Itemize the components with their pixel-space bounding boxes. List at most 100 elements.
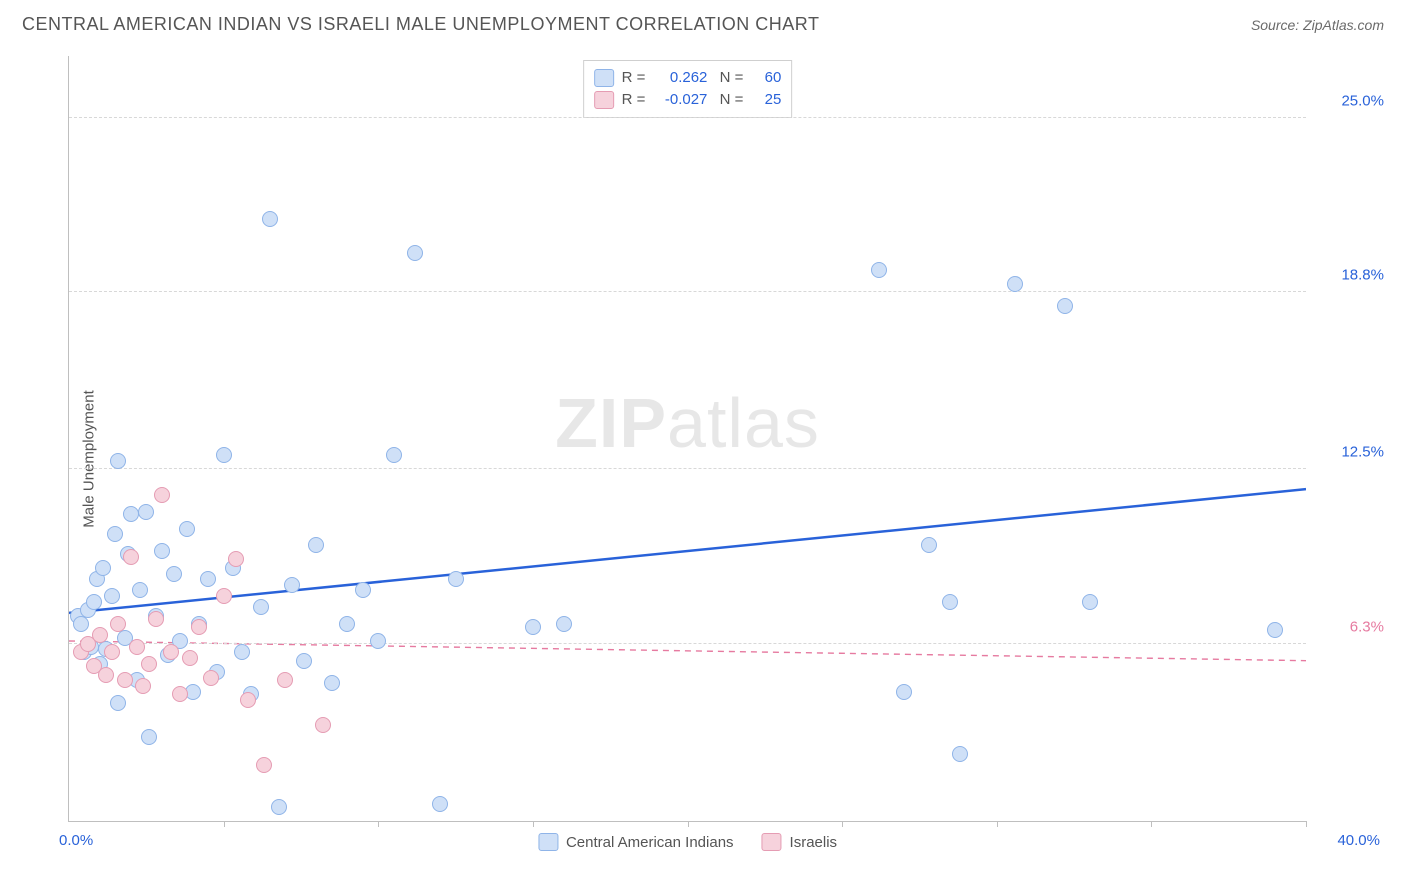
scatter-point-cai xyxy=(107,526,123,542)
gridline xyxy=(69,117,1306,118)
scatter-point-cai xyxy=(179,521,195,537)
legend-item: Central American Indians xyxy=(538,833,734,851)
scatter-point-cai xyxy=(308,537,324,553)
series-legend: Central American Indians Israelis xyxy=(538,833,837,851)
scatter-point-cai xyxy=(324,675,340,691)
y-tick-label: 18.8% xyxy=(1314,267,1384,284)
scatter-point-cai xyxy=(216,447,232,463)
scatter-point-cai xyxy=(1267,622,1283,638)
chart-header: CENTRAL AMERICAN INDIAN VS ISRAELI MALE … xyxy=(0,0,1406,43)
scatter-point-isr xyxy=(92,627,108,643)
scatter-point-isr xyxy=(135,678,151,694)
legend-swatch xyxy=(762,833,782,851)
trend-lines xyxy=(69,56,1306,821)
legend-item: Israelis xyxy=(762,833,838,851)
legend-swatch-isr xyxy=(594,91,614,109)
scatter-point-cai xyxy=(296,653,312,669)
scatter-point-cai xyxy=(386,447,402,463)
scatter-point-isr xyxy=(104,644,120,660)
scatter-point-cai xyxy=(525,619,541,635)
scatter-point-isr xyxy=(154,487,170,503)
scatter-point-isr xyxy=(129,639,145,655)
scatter-point-isr xyxy=(98,667,114,683)
scatter-point-isr xyxy=(191,619,207,635)
x-tick xyxy=(688,821,689,827)
scatter-point-cai xyxy=(234,644,250,660)
trend-line-isr xyxy=(69,641,1306,661)
scatter-point-cai xyxy=(200,571,216,587)
scatter-point-cai xyxy=(253,599,269,615)
scatter-point-cai xyxy=(95,560,111,576)
plot-container: Male Unemployment ZIPatlas R = 0.262 N =… xyxy=(50,56,1386,862)
scatter-point-cai xyxy=(271,799,287,815)
scatter-point-cai xyxy=(432,796,448,812)
scatter-point-isr xyxy=(240,692,256,708)
scatter-point-cai xyxy=(86,594,102,610)
watermark: ZIPatlas xyxy=(555,383,820,463)
scatter-point-cai xyxy=(154,543,170,559)
scatter-point-isr xyxy=(123,549,139,565)
scatter-point-cai xyxy=(921,537,937,553)
legend-label: Central American Indians xyxy=(566,834,734,851)
legend-stats-row: R = 0.262 N = 60 xyxy=(594,67,782,89)
r-value-isr: -0.027 xyxy=(653,89,707,111)
scatter-point-cai xyxy=(73,616,89,632)
scatter-point-isr xyxy=(117,672,133,688)
x-tick xyxy=(224,821,225,827)
scatter-point-cai xyxy=(1082,594,1098,610)
scatter-point-cai xyxy=(556,616,572,632)
r-label: R = xyxy=(622,67,646,89)
scatter-point-cai xyxy=(110,695,126,711)
y-tick-label: 25.0% xyxy=(1314,92,1384,109)
scatter-point-cai xyxy=(448,571,464,587)
chart-source: Source: ZipAtlas.com xyxy=(1251,17,1384,33)
plot-area: ZIPatlas R = 0.262 N = 60 R = -0.027 N =… xyxy=(68,56,1306,822)
scatter-point-isr xyxy=(163,644,179,660)
n-label: N = xyxy=(715,67,743,89)
scatter-point-cai xyxy=(262,211,278,227)
scatter-point-cai xyxy=(407,245,423,261)
scatter-point-cai xyxy=(942,594,958,610)
scatter-point-cai xyxy=(166,566,182,582)
x-tick xyxy=(533,821,534,827)
scatter-point-isr xyxy=(277,672,293,688)
x-tick xyxy=(1151,821,1152,827)
scatter-point-cai xyxy=(355,582,371,598)
n-value-cai: 60 xyxy=(751,67,781,89)
x-tick xyxy=(378,821,379,827)
scatter-point-cai xyxy=(896,684,912,700)
scatter-point-cai xyxy=(123,506,139,522)
scatter-point-isr xyxy=(172,686,188,702)
r-label: R = xyxy=(622,89,646,111)
x-axis-max-label: 40.0% xyxy=(1310,832,1380,849)
correlation-legend: R = 0.262 N = 60 R = -0.027 N = 25 xyxy=(583,60,793,118)
gridline xyxy=(69,291,1306,292)
scatter-point-cai xyxy=(871,262,887,278)
x-axis-origin-label: 0.0% xyxy=(59,832,93,849)
x-tick xyxy=(842,821,843,827)
scatter-point-isr xyxy=(182,650,198,666)
chart-title: CENTRAL AMERICAN INDIAN VS ISRAELI MALE … xyxy=(22,14,819,35)
scatter-point-cai xyxy=(110,453,126,469)
scatter-point-isr xyxy=(228,551,244,567)
scatter-point-isr xyxy=(141,656,157,672)
legend-swatch-cai xyxy=(594,69,614,87)
scatter-point-isr xyxy=(315,717,331,733)
scatter-point-cai xyxy=(952,746,968,762)
scatter-point-cai xyxy=(138,504,154,520)
scatter-point-cai xyxy=(104,588,120,604)
legend-label: Israelis xyxy=(790,834,838,851)
scatter-point-cai xyxy=(132,582,148,598)
scatter-point-cai xyxy=(141,729,157,745)
scatter-point-cai xyxy=(370,633,386,649)
n-label: N = xyxy=(715,89,743,111)
scatter-point-isr xyxy=(110,616,126,632)
scatter-point-cai xyxy=(339,616,355,632)
scatter-point-cai xyxy=(1057,298,1073,314)
y-tick-label: 6.3% xyxy=(1314,618,1384,635)
n-value-isr: 25 xyxy=(751,89,781,111)
legend-swatch xyxy=(538,833,558,851)
legend-stats-row: R = -0.027 N = 25 xyxy=(594,89,782,111)
gridline xyxy=(69,468,1306,469)
scatter-point-isr xyxy=(256,757,272,773)
